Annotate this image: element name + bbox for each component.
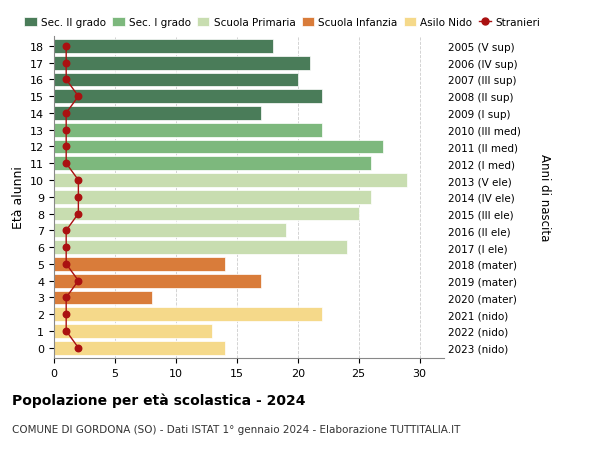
Point — [61, 144, 71, 151]
Bar — [54, 207, 359, 221]
Bar — [54, 190, 371, 204]
Point — [74, 194, 83, 201]
Bar — [54, 40, 274, 54]
Text: Popolazione per età scolastica - 2024: Popolazione per età scolastica - 2024 — [12, 392, 305, 407]
Bar — [54, 308, 322, 321]
Bar — [54, 140, 383, 154]
Point — [61, 227, 71, 235]
Bar — [54, 73, 298, 87]
Bar — [54, 291, 151, 305]
Bar — [54, 274, 261, 288]
Bar — [54, 257, 224, 271]
Bar — [54, 174, 407, 187]
Point — [74, 210, 83, 218]
Point — [61, 311, 71, 318]
Point — [61, 261, 71, 268]
Bar — [54, 224, 286, 238]
Bar — [54, 157, 371, 171]
Bar — [54, 241, 347, 254]
Bar — [54, 56, 310, 70]
Point — [61, 77, 71, 84]
Text: COMUNE DI GORDONA (SO) - Dati ISTAT 1° gennaio 2024 - Elaborazione TUTTITALIA.IT: COMUNE DI GORDONA (SO) - Dati ISTAT 1° g… — [12, 425, 460, 435]
Point — [61, 43, 71, 50]
Point — [74, 344, 83, 352]
Point — [74, 177, 83, 185]
Bar — [54, 325, 212, 338]
Point — [61, 294, 71, 302]
Bar — [54, 107, 261, 121]
Point — [61, 244, 71, 251]
Point — [74, 93, 83, 101]
Point — [61, 328, 71, 335]
Legend: Sec. II grado, Sec. I grado, Scuola Primaria, Scuola Infanzia, Asilo Nido, Stran: Sec. II grado, Sec. I grado, Scuola Prim… — [24, 18, 540, 28]
Point — [61, 110, 71, 118]
Y-axis label: Età alunni: Età alunni — [11, 166, 25, 229]
Point — [61, 60, 71, 67]
Bar — [54, 341, 224, 355]
Bar — [54, 123, 322, 137]
Point — [61, 160, 71, 168]
Y-axis label: Anni di nascita: Anni di nascita — [538, 154, 551, 241]
Point — [74, 277, 83, 285]
Point — [61, 127, 71, 134]
Bar — [54, 90, 322, 104]
